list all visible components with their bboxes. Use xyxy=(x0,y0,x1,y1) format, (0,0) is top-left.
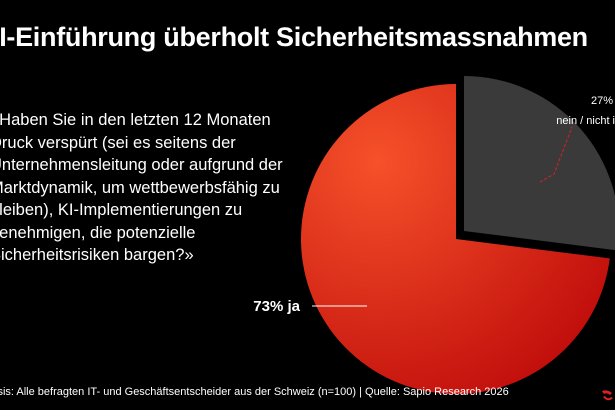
page-title: KI-Einführung überholt Sicherheitsmassna… xyxy=(0,22,615,53)
nein-category-label: nein / nicht i xyxy=(556,115,615,127)
pie-slice-nein xyxy=(464,76,615,251)
question-text: «Haben Sie in den letzten 12 Monaten Dru… xyxy=(0,111,283,264)
footer-text: Basis: Alle befragten IT- und Geschäftse… xyxy=(0,386,509,398)
nein-leader-line xyxy=(539,126,573,183)
nein-value-label: 27% xyxy=(591,95,613,107)
title-text: KI-Einführung überholt Sicherheitsmassna… xyxy=(0,22,588,52)
pie-slice-ja xyxy=(300,84,610,394)
ja-label: 73% ja xyxy=(253,298,300,315)
survey-question: «Haben Sie in den letzten 12 Monaten Dru… xyxy=(0,109,300,267)
brand-logo-icon xyxy=(602,390,613,401)
footer-source: Basis: Alle befragten IT- und Geschäftse… xyxy=(0,386,590,398)
